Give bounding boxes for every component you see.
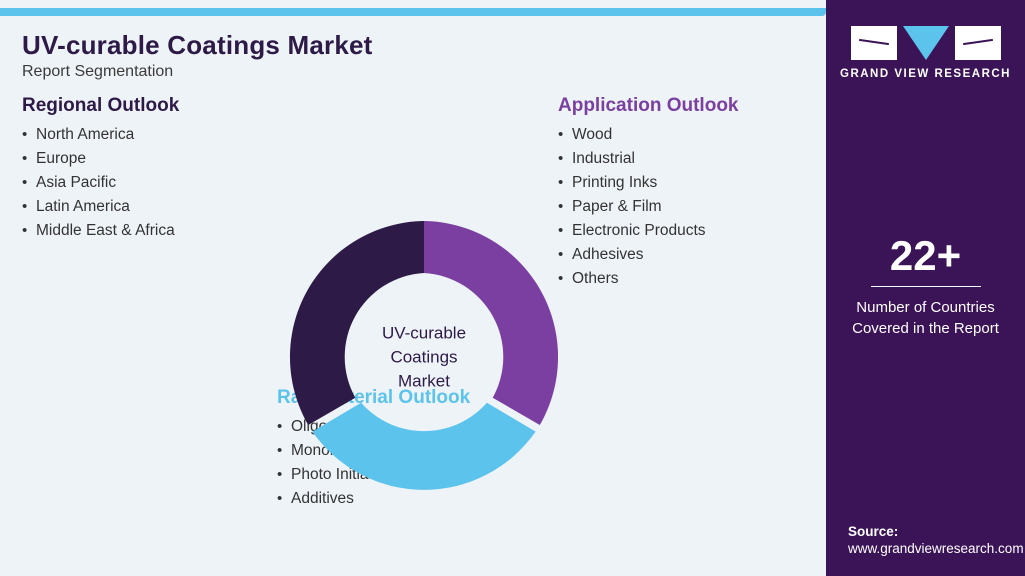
country-stat-label: Number of Countries Covered in the Repor… bbox=[826, 297, 1025, 339]
application-outlook-title: Application Outlook bbox=[558, 95, 788, 117]
list-item: Industrial bbox=[558, 147, 788, 171]
application-outlook-section: Application Outlook Wood Industrial Prin… bbox=[558, 95, 788, 291]
regional-outlook-section: Regional Outlook North America Europe As… bbox=[22, 95, 252, 243]
application-outlook-list: Wood Industrial Printing Inks Paper & Fi… bbox=[558, 123, 788, 291]
stat-divider-line bbox=[871, 286, 981, 287]
sidebar-panel: GRAND VIEW RESEARCH 22+ Number of Countr… bbox=[826, 0, 1025, 576]
source-url: www.grandviewresearch.com bbox=[848, 541, 1011, 556]
top-accent-stripe bbox=[0, 8, 826, 16]
main-panel: UV-curable Coatings Market Report Segmen… bbox=[0, 8, 826, 576]
list-item: Middle East & Africa bbox=[22, 219, 252, 243]
source-block: Source: www.grandviewresearch.com bbox=[848, 524, 1011, 556]
list-item: Wood bbox=[558, 123, 788, 147]
list-item: Europe bbox=[22, 147, 252, 171]
regional-segment[interactable] bbox=[290, 221, 424, 425]
header-block: UV-curable Coatings Market Report Segmen… bbox=[22, 30, 796, 81]
source-label: Source: bbox=[848, 524, 1011, 539]
list-item: Paper & Film bbox=[558, 195, 788, 219]
regional-outlook-title: Regional Outlook bbox=[22, 95, 252, 117]
list-item: Electronic Products bbox=[558, 219, 788, 243]
logo-mark-left bbox=[851, 26, 897, 60]
list-item: Asia Pacific bbox=[22, 171, 252, 195]
country-stat-number: 22+ bbox=[826, 232, 1025, 280]
list-item: Printing Inks bbox=[558, 171, 788, 195]
country-stat-block: 22+ Number of Countries Covered in the R… bbox=[826, 232, 1025, 339]
donut-chart-svg bbox=[280, 213, 568, 501]
brand-logo bbox=[826, 26, 1025, 60]
list-item: Adhesives bbox=[558, 243, 788, 267]
brand-name: GRAND VIEW RESEARCH bbox=[826, 68, 1025, 80]
segmentation-donut-chart: UV-curable Coatings Market bbox=[280, 213, 568, 501]
list-item: Latin America bbox=[22, 195, 252, 219]
content-row: Regional Outlook North America Europe As… bbox=[22, 95, 796, 565]
list-item: Others bbox=[558, 267, 788, 291]
page-title: UV-curable Coatings Market bbox=[22, 30, 796, 61]
regional-outlook-list: North America Europe Asia Pacific Latin … bbox=[22, 123, 252, 243]
application-segment[interactable] bbox=[424, 221, 558, 425]
logo-mark-right bbox=[955, 26, 1001, 60]
raw-material-segment[interactable] bbox=[312, 403, 535, 490]
list-item: North America bbox=[22, 123, 252, 147]
logo-triangle-icon bbox=[903, 26, 949, 60]
page-subtitle: Report Segmentation bbox=[22, 63, 796, 81]
